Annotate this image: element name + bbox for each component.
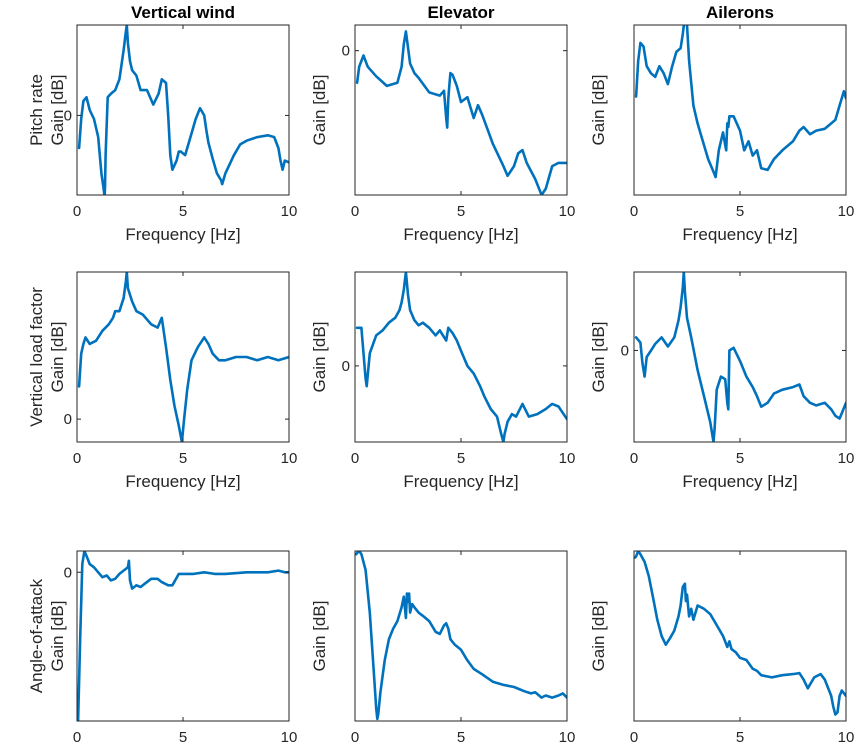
x-tick-label: 0 <box>73 450 81 467</box>
y-axis-label: Gain [dB] <box>310 75 329 146</box>
column-title: Vertical wind <box>131 3 235 22</box>
gain-curve <box>355 272 567 442</box>
y-tick-label: 0 <box>342 358 350 375</box>
axes-frame <box>354 24 568 196</box>
x-tick-label: 5 <box>736 450 744 467</box>
axes-frame <box>354 550 568 722</box>
x-tick-label: 0 <box>351 203 359 220</box>
column-title: Ailerons <box>706 3 774 22</box>
axes-frame <box>633 550 847 722</box>
x-tick-label: 5 <box>736 203 744 220</box>
x-tick-label: 10 <box>838 729 855 746</box>
row-label: Pitch rate <box>27 74 46 146</box>
x-tick-label: 0 <box>73 729 81 746</box>
y-tick-label: 0 <box>342 43 350 60</box>
x-tick-label: 0 <box>351 729 359 746</box>
x-axis-label: Frequency [Hz] <box>125 225 240 244</box>
subplot-r0-c1: 0 5 10 0 Frequency [Hz] Gain [dB] Elevator <box>310 3 575 244</box>
gain-curve <box>634 551 846 716</box>
x-axis-label: Frequency [Hz] <box>682 225 797 244</box>
x-axis-label: Frequency [Hz] <box>682 751 797 754</box>
row-label: Angle-of-attack <box>27 578 46 693</box>
y-tick-label: 0 <box>64 107 72 124</box>
axes-frame <box>633 271 847 443</box>
y-axis-label: Gain [dB] <box>589 75 608 146</box>
y-axis-label: Gain [dB] <box>310 601 329 672</box>
gain-curve <box>634 25 846 179</box>
gain-curve <box>77 551 289 721</box>
y-tick-label: 0 <box>621 342 629 359</box>
axes-frame <box>76 271 290 443</box>
x-tick-label: 0 <box>73 203 81 220</box>
subplot-r1-c0: 0 5 10 0 Frequency [Hz] Vertical load factor G… <box>27 271 298 491</box>
x-tick-label: 5 <box>457 450 465 467</box>
gain-curve <box>634 272 846 442</box>
gain-curve <box>77 25 289 195</box>
x-tick-label: 5 <box>179 203 187 220</box>
x-axis-label: Frequency [Hz] <box>125 751 240 754</box>
y-axis-label: Angle-of-attack Gain [dB] <box>27 578 67 693</box>
y-tick-label: 0 <box>64 564 72 581</box>
subplot-r0-c0: 0 5 10 0 Frequency [Hz] Pitch rate Gain [dB] Ve… <box>27 3 297 244</box>
x-tick-label: 10 <box>281 203 298 220</box>
gain-label: Gain [dB] <box>48 601 67 672</box>
gain-label: Gain [dB] <box>48 75 67 146</box>
x-tick-label: 0 <box>630 450 638 467</box>
subplot-r2-c1: 0 5 10 Frequency [Hz] Gain [dB] <box>310 550 576 754</box>
y-axis-label: Gain [dB] <box>589 601 608 672</box>
x-tick-label: 10 <box>838 450 855 467</box>
subplot-r1-c1: 0 5 10 0 Frequency [Hz] Gain [dB] <box>310 271 576 491</box>
x-axis-label: Frequency [Hz] <box>403 751 518 754</box>
x-tick-label: 10 <box>281 729 298 746</box>
axes-frame <box>633 24 847 196</box>
x-tick-label: 10 <box>838 203 855 220</box>
x-tick-label: 5 <box>736 729 744 746</box>
x-tick-label: 5 <box>457 203 465 220</box>
axes-frame <box>354 271 568 443</box>
x-tick-label: 10 <box>281 450 298 467</box>
x-tick-label: 5 <box>179 450 187 467</box>
row-label: Vertical load factor <box>27 287 46 427</box>
y-axis-label: Gain [dB] <box>310 322 329 393</box>
x-tick-label: 0 <box>351 450 359 467</box>
subplot-r0-c2: 0 5 10 Frequency [Hz] Gain [dB] Ailerons <box>589 3 854 244</box>
x-tick-label: 0 <box>630 729 638 746</box>
gain-curve <box>355 551 567 721</box>
x-tick-label: 5 <box>457 729 465 746</box>
x-tick-label: 5 <box>179 729 187 746</box>
subplot-r2-c2: 0 5 10 Frequency [Hz] Gain [dB] <box>589 550 855 754</box>
gain-curve <box>355 30 567 195</box>
column-title: Elevator <box>427 3 494 22</box>
x-tick-label: 0 <box>630 203 638 220</box>
y-axis-label: Pitch rate Gain [dB] <box>27 74 67 146</box>
x-tick-label: 10 <box>559 203 576 220</box>
y-axis-label: Vertical load factor Gain [dB] <box>27 287 67 427</box>
x-axis-label: Frequency [Hz] <box>403 225 518 244</box>
x-tick-label: 10 <box>559 450 576 467</box>
x-tick-label: 10 <box>559 729 576 746</box>
y-tick-label: 0 <box>64 411 72 428</box>
gain-curve <box>77 272 289 442</box>
gain-label: Gain [dB] <box>48 322 67 393</box>
x-axis-label: Frequency [Hz] <box>125 472 240 491</box>
axes-frame <box>76 24 290 196</box>
x-axis-label: Frequency [Hz] <box>682 472 797 491</box>
subplot-r1-c2: 0 5 10 0 Frequency [Hz] Gain [dB] <box>589 271 855 491</box>
y-axis-label: Gain [dB] <box>589 322 608 393</box>
x-axis-label: Frequency [Hz] <box>403 472 518 491</box>
